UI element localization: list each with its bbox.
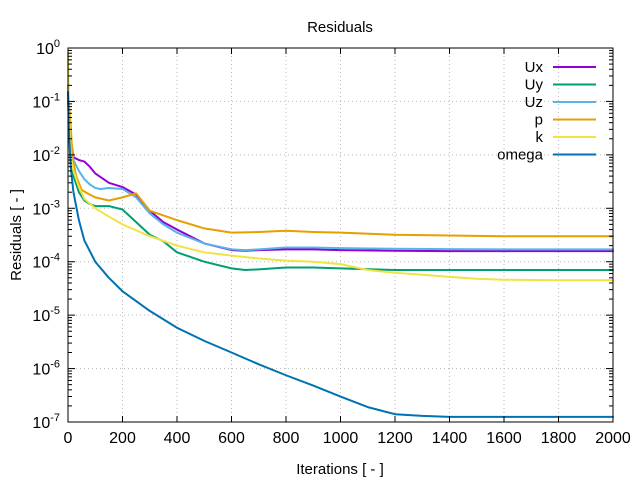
series-line-p (67, 84, 614, 238)
x-tick-label: 200 (109, 430, 136, 447)
x-tick-label: 600 (218, 430, 245, 447)
series-lines (67, 52, 614, 418)
x-tick-label: 2000 (595, 430, 631, 447)
legend-label-Ux: Ux (525, 59, 544, 76)
y-tick-label: 10-4 (32, 252, 60, 272)
y-tick-label: 100 (36, 38, 60, 58)
series-line-k (67, 52, 614, 282)
x-tick-label: 1600 (486, 430, 522, 447)
chart-title: Residuals (307, 19, 373, 36)
x-tick-label: 1200 (377, 430, 413, 447)
x-axis-label: Iterations [ - ] (296, 461, 384, 478)
grid (68, 48, 613, 422)
x-tick-label: 1800 (541, 430, 577, 447)
x-tick-label: 400 (164, 430, 191, 447)
axis-ticks (67, 47, 614, 423)
series-line-Ux (67, 100, 614, 253)
x-tick-label: 1400 (432, 430, 468, 447)
legend-label-omega: omega (497, 147, 544, 164)
y-axis-label: Residuals [ - ] (8, 189, 25, 281)
y-tick-labels: 100 10-1 10-2 10-3 10-4 10-5 10-6 10-7 (32, 38, 60, 432)
y-tick-label: 10-2 (32, 145, 60, 165)
series-line-Uz (67, 100, 614, 252)
y-tick-label: 10-6 (32, 359, 60, 379)
y-tick-label: 10-1 (32, 91, 60, 111)
y-tick-label: 10-5 (32, 305, 60, 325)
y-tick-label: 10-3 (32, 198, 60, 218)
legend-label-Uy: Uy (525, 77, 544, 94)
legend-label-Uz: Uz (525, 94, 543, 111)
x-tick-labels: 0 200 400 600 800 1000 1200 1400 1600 1800 2000 (64, 430, 631, 447)
x-tick-label: 0 (64, 430, 73, 447)
series-line-Uy (67, 100, 614, 271)
legend-label-p: p (535, 112, 543, 129)
legend-label-k: k (536, 129, 544, 146)
x-tick-label: 800 (273, 430, 300, 447)
y-tick-label: 10-7 (32, 412, 60, 432)
x-tick-label: 1000 (323, 430, 359, 447)
series-line-omega (67, 91, 614, 418)
